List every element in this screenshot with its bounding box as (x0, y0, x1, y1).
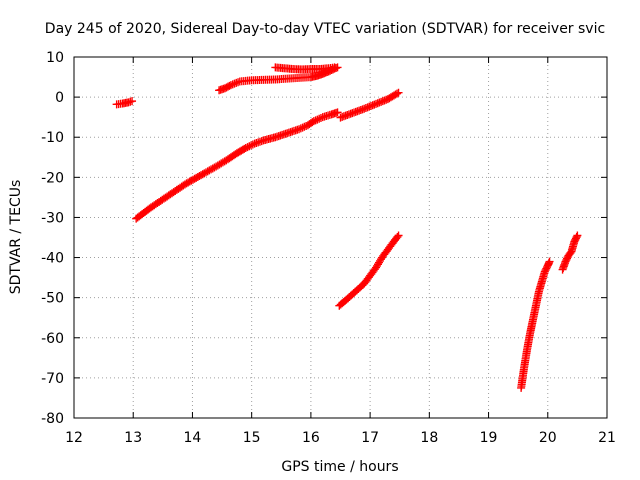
y-tick-label: -70 (41, 371, 64, 387)
data-point (330, 63, 339, 72)
data-point (572, 232, 581, 241)
data-point (243, 143, 252, 152)
data-series (336, 88, 403, 122)
data-point (203, 167, 212, 176)
x-tick-label: 13 (124, 430, 142, 446)
data-point (313, 115, 322, 124)
data-point (226, 81, 235, 90)
data-point (208, 164, 217, 173)
y-tick-label: -80 (41, 411, 64, 427)
data-point (545, 257, 554, 266)
data-series (132, 108, 342, 223)
data-point (298, 123, 307, 132)
data-series (215, 63, 342, 95)
data-point (205, 166, 214, 175)
data-point (316, 113, 325, 122)
chart-title: Day 245 of 2020, Sidereal Day-to-day VTE… (45, 21, 605, 37)
y-tick-label: -10 (41, 130, 64, 146)
x-tick-label: 19 (480, 430, 498, 446)
grid (74, 57, 607, 418)
data-point (201, 168, 210, 177)
data-point (311, 116, 320, 125)
data-point (573, 231, 582, 240)
y-tick-label: -40 (41, 251, 64, 267)
data-point (300, 122, 309, 131)
data-point (309, 117, 318, 126)
data-point (315, 114, 324, 123)
data-point (247, 141, 256, 150)
data-series (335, 231, 403, 310)
x-tick-label: 17 (361, 430, 379, 446)
data-point (248, 140, 257, 149)
data-point (393, 89, 402, 98)
data-point (234, 78, 243, 87)
y-tick-labels: 10 0 -10 -20 -30 -40 -50 -60 -70 -80 (41, 50, 64, 427)
data-point (128, 97, 137, 106)
data-point (245, 142, 254, 151)
plot-frame (73, 56, 608, 419)
data-point (200, 169, 209, 178)
y-tick-label: -30 (41, 210, 64, 226)
data-series (517, 257, 554, 392)
data-point (296, 124, 305, 133)
data-series (558, 231, 582, 274)
x-tick-label: 21 (598, 430, 616, 446)
y-axis-label: SDTVAR / TECUs (8, 180, 24, 295)
x-tick-labels: 12 13 14 15 16 17 18 19 20 21 (65, 430, 616, 446)
data-marks (112, 63, 582, 392)
data-series (112, 97, 137, 109)
x-tick-label: 15 (243, 430, 261, 446)
data-point (295, 125, 304, 134)
axis-ticks (73, 56, 608, 419)
y-tick-label: -60 (41, 331, 64, 347)
data-point (393, 232, 402, 241)
data-point (228, 80, 237, 89)
x-axis-label: GPS time / hours (281, 459, 398, 475)
x-tick-label: 12 (65, 430, 83, 446)
y-tick-label: 10 (46, 50, 64, 66)
x-tick-label: 18 (420, 430, 438, 446)
data-point (394, 231, 403, 240)
x-tick-label: 16 (302, 430, 320, 446)
data-point (333, 108, 342, 117)
data-series (271, 63, 339, 74)
x-tick-label: 20 (539, 430, 557, 446)
y-tick-label: -20 (41, 170, 64, 186)
data-point (241, 144, 250, 153)
y-tick-label: 0 (55, 90, 64, 106)
data-point (230, 79, 239, 88)
data-point (232, 78, 241, 87)
y-tick-label: -50 (41, 291, 64, 307)
data-point (207, 165, 216, 174)
data-point (394, 88, 403, 97)
x-tick-label: 14 (184, 430, 202, 446)
